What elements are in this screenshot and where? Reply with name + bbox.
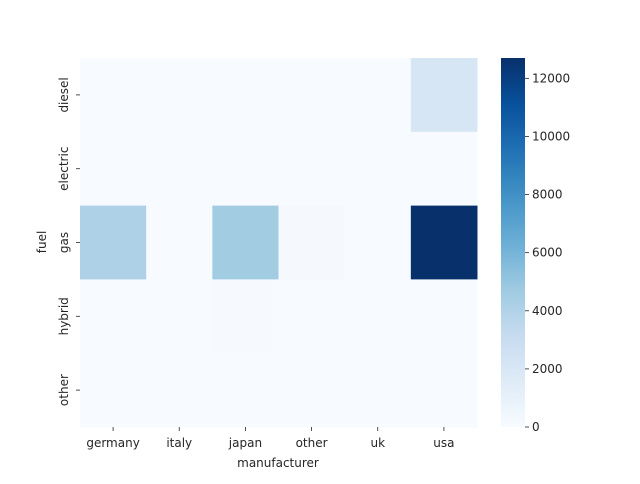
heatmap-cell-hybrid-japan (212, 279, 279, 354)
x-tick-label: uk (370, 436, 385, 450)
colorbar-tick-label: 12000 (532, 71, 570, 85)
heatmap-cell-diesel-usa (410, 58, 478, 133)
heatmap-cell-electric-uk (344, 131, 412, 207)
heatmap-cell-diesel-italy (146, 58, 213, 133)
y-axis-label: fuel (35, 231, 49, 254)
colorbar-tick-label: 10000 (532, 129, 570, 143)
y-tick-label: gas (57, 232, 71, 253)
heatmap-cell-electric-usa (410, 131, 478, 207)
colorbar-tick-label: 4000 (532, 304, 563, 318)
heatmap-cell-other-usa (410, 353, 478, 428)
heatmap-cell-gas-uk (344, 205, 412, 280)
colorbar-gradient (501, 58, 525, 427)
heatmap-cell-gas-italy (146, 205, 213, 280)
x-axis-label: manufacturer (237, 456, 319, 470)
heatmap-cell-gas-japan (212, 205, 279, 280)
heatmap-cell-other-other (278, 353, 346, 428)
heatmap-cells (80, 58, 478, 428)
heatmap-cell-other-japan (212, 353, 279, 428)
colorbar-tick-label: 8000 (532, 188, 563, 202)
heatmap-cell-diesel-japan (212, 58, 279, 133)
x-tick-label: usa (433, 436, 454, 450)
heatmap-cell-diesel-uk (344, 58, 412, 133)
heatmap-cell-hybrid-italy (146, 279, 213, 354)
x-tick-label: other (296, 436, 328, 450)
y-tick-label: hybrid (57, 297, 71, 335)
y-tick-label: electric (57, 147, 71, 191)
heatmap-cell-hybrid-uk (344, 279, 412, 354)
heatmap-cell-electric-germany (80, 131, 147, 207)
y-tick-label: other (57, 374, 71, 406)
heatmap-cell-other-germany (80, 353, 147, 428)
colorbar-tick-label: 2000 (532, 362, 563, 376)
heatmap-cell-gas-usa (410, 205, 478, 280)
colorbar-tick-label: 0 (532, 420, 540, 434)
heatmap-cell-hybrid-other (278, 279, 346, 354)
colorbar-tick-label: 6000 (532, 246, 563, 260)
heatmap-cell-hybrid-usa (410, 279, 478, 354)
heatmap-cell-electric-other (278, 131, 346, 207)
heatmap-cell-electric-japan (212, 131, 279, 207)
colorbar (501, 58, 525, 427)
colorbar-ticks: 0 2000 4000 6000 8000 10000 12000 (525, 71, 570, 434)
x-tick-label: germany (86, 436, 139, 450)
y-tick-label: diesel (57, 77, 71, 112)
heatmap-cell-hybrid-germany (80, 279, 147, 354)
heatmap-cell-other-italy (146, 353, 213, 428)
heatmap-cell-gas-germany (80, 205, 147, 280)
y-axis-ticks: diesel electric gas hybrid other (57, 77, 80, 406)
heatmap-cell-diesel-other (278, 58, 346, 133)
x-tick-label: japan (228, 436, 262, 450)
heatmap-cell-gas-other (278, 205, 346, 280)
heatmap-cell-diesel-germany (80, 58, 147, 133)
x-axis-ticks: germany italy japan other uk usa (86, 427, 455, 450)
heatmap-cell-electric-italy (146, 131, 213, 207)
x-tick-label: italy (166, 436, 192, 450)
heatmap-cell-other-uk (344, 353, 412, 428)
